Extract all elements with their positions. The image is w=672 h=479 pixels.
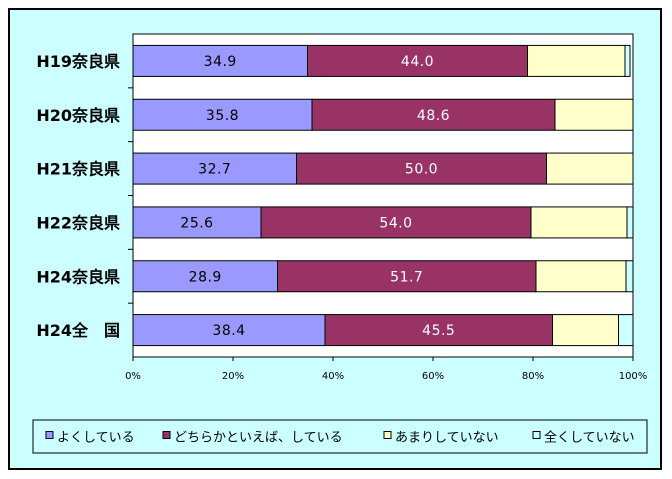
data-label: 50.0 [405, 162, 438, 178]
bar-segment [132, 44, 308, 77]
plot-background [132, 33, 634, 358]
bar-segment [132, 260, 278, 293]
data-label: 34.9 [204, 54, 237, 70]
data-label: 51.7 [390, 269, 423, 285]
bar-segment [618, 314, 634, 347]
bar-segment [307, 44, 528, 77]
data-label: 45.5 [422, 323, 455, 339]
x-tick-label: 80% [522, 371, 544, 382]
legend-label: あまりしていない [395, 431, 499, 446]
legend: よくしている どちらかといえば、している あまりしていない 全くしていない [32, 419, 648, 454]
x-tick-label: 100% [619, 371, 648, 382]
data-label: 54.0 [379, 215, 412, 231]
data-label: 48.6 [417, 108, 450, 124]
plot-area: 34.9 44.0 H19奈良県 35.8 48.6 H20奈良県 32.7 50.0 H21奈… [36, 33, 648, 382]
bar-segment [132, 152, 297, 185]
bar-segment [530, 206, 628, 239]
legend-swatch [45, 431, 54, 439]
bar-segment [625, 260, 634, 293]
data-label: 28.9 [189, 269, 222, 285]
category-label: H22奈良県 [36, 213, 120, 232]
x-tick-label: 0% [125, 371, 141, 382]
bar-segment [535, 260, 627, 293]
legend-swatch [383, 431, 392, 439]
bar-segment [260, 206, 532, 239]
legend-label: よくしている [57, 431, 135, 446]
x-tick-label: 60% [422, 371, 444, 382]
data-label: 32.7 [198, 162, 231, 178]
bar-segment [132, 206, 262, 239]
x-tick-label: 40% [322, 371, 344, 382]
category-label: H24奈良県 [36, 267, 120, 286]
bar-segment [527, 44, 626, 77]
category-label: H21奈良県 [36, 160, 120, 179]
bar-segment [296, 152, 547, 185]
legend-box [32, 419, 648, 454]
legend-label: どちらかといえば、している [174, 431, 343, 446]
legend-label: 全くしていない [544, 430, 635, 446]
x-tick-label: 20% [222, 371, 244, 382]
bar-segment [626, 206, 634, 239]
bar-segment [554, 98, 634, 131]
bar-segment [546, 152, 634, 185]
legend-swatch [532, 431, 541, 439]
bar-segment [324, 314, 553, 347]
data-label: 38.4 [212, 323, 245, 339]
bar-segment [277, 260, 537, 293]
bar-segment [552, 314, 619, 347]
data-label: 44.0 [401, 54, 434, 70]
category-label: H19奈良県 [36, 52, 120, 71]
category-label: H20奈良県 [36, 106, 120, 125]
category-label: H24全 国 [36, 321, 120, 340]
legend-swatch [162, 431, 171, 439]
data-label: 35.8 [206, 108, 239, 124]
bar-segment [624, 44, 631, 77]
data-label: 25.6 [180, 215, 213, 231]
